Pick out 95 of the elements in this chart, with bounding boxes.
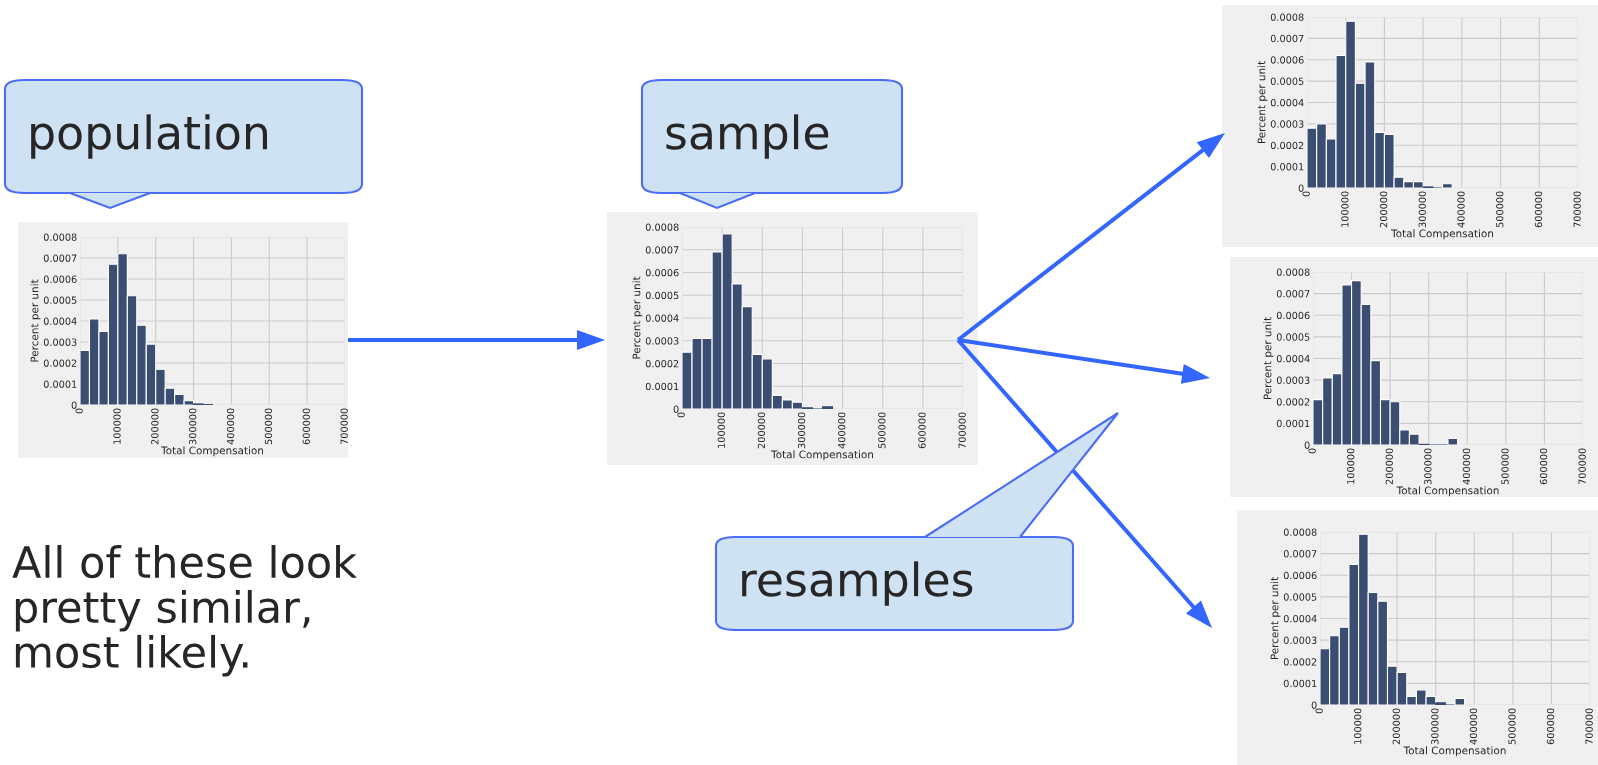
y-tick-label: 0.0007 [1270,34,1304,43]
text: population [31,114,267,159]
x-tick-label: 100000 [1341,191,1349,227]
y-tick-label: 0.0008 [1276,268,1310,276]
y-tick-label: 0 [71,401,77,409]
y-tick-label: 0.0004 [1283,614,1317,623]
x-tick-label: 200000 [151,408,159,445]
x-tick-label: 700000 [958,412,966,449]
y-tick-label: 0.0003 [1276,376,1310,384]
y-tick-label: 0.0008 [1283,528,1317,536]
y-tick-label: 0.0006 [1283,571,1317,580]
y-tick-label: 0.0006 [1270,56,1304,64]
y-tick-label: 0.0005 [1283,593,1317,601]
y-tick-label: 0 [1298,184,1304,192]
y-tick-label: 0.0001 [1283,679,1317,688]
y-tick-label: 0.0007 [1283,550,1317,558]
x-tick-label: 600000 [1534,191,1543,228]
y-axis-title: Percent per unit [632,276,643,359]
x-tick-label: 400000 [226,408,235,445]
y-axis-title: Percent per unit [1263,317,1274,400]
y-tick-label: 0.0003 [1270,120,1304,128]
y-tick-label: 0.0002 [1283,658,1317,666]
x-tick-label: 600000 [918,412,926,449]
y-tick-label: 0.0001 [1270,163,1304,171]
y-tick-label: 0.0007 [645,246,679,254]
text: sample [666,114,829,159]
x-tick-label: 500000 [1501,448,1509,485]
x-tick-label: 0 [75,408,83,414]
x-tick-label: 200000 [1392,708,1400,745]
x-tick-label: 500000 [1508,708,1516,745]
y-tick-label: 0.0006 [43,275,77,283]
y-tick-label: 0.0001 [43,380,77,388]
x-tick-label: 700000 [340,408,348,445]
x-axis-title: Total Compensation [1396,486,1499,497]
y-tick-label: 0.0006 [1276,311,1310,320]
x-tick-label: 600000 [1539,448,1548,485]
x-tick-label: 200000 [1385,448,1393,485]
y-tick-label: 0.0007 [43,254,77,262]
y-tick-label: 0.0003 [645,337,679,345]
x-tick-label: 300000 [1431,708,1439,745]
x-tick-label: 600000 [302,408,310,445]
x-tick-label: 500000 [1496,191,1504,228]
x-tick-label: 0 [1315,708,1323,714]
y-tick-label: 0.0001 [1276,419,1310,428]
y-tick-label: 0.0004 [1276,354,1310,363]
x-tick-label: 400000 [1462,448,1471,485]
y-tick-label: 0.0002 [1270,141,1304,150]
y-tick-label: 0.0002 [1276,398,1310,406]
y-tick-label: 0.0004 [1270,98,1304,107]
y-tick-label: 0.0004 [645,314,679,322]
y-axis-title: Percent per unit [30,279,41,362]
y-tick-label: 0.0006 [645,268,679,277]
x-tick-label: 500000 [264,408,273,445]
x-tick-label: 100000 [113,408,121,444]
y-tick-label: 0.0008 [1270,13,1304,21]
text: All of these look pretty similar, most likely. [12,545,357,677]
x-axis-title: Total Compensation [1391,229,1494,240]
y-tick-label: 0.0008 [645,223,679,231]
y-tick-label: 0.0003 [1283,636,1317,644]
y-tick-label: 0.0002 [645,359,679,368]
y-axis-title: Percent per unit [1270,577,1281,660]
y-axis-title: Percent per unit [1257,61,1268,144]
x-tick-label: 200000 [757,412,766,449]
y-tick-label: 0.0005 [645,291,679,300]
y-tick-label: 0 [1311,701,1317,709]
x-tick-label: 700000 [1585,708,1593,745]
x-tick-label: 500000 [878,412,886,449]
x-tick-label: 400000 [838,412,846,449]
x-tick-label: 100000 [1354,708,1362,744]
y-tick-label: 0.0002 [43,359,77,367]
x-tick-label: 100000 [1347,448,1355,484]
text: resamples [742,561,973,606]
x-axis-title: Total Compensation [1403,746,1506,757]
x-tick-label: 300000 [189,408,197,445]
x-axis-title: Total Compensation [161,446,264,457]
y-tick-label: 0.0005 [1270,77,1304,85]
x-tick-label: 400000 [1469,708,1478,745]
x-tick-label: 200000 [1379,191,1388,228]
x-tick-label: 400000 [1457,191,1465,228]
x-tick-label: 100000 [717,412,725,448]
x-tick-label: 700000 [1578,448,1586,485]
x-tick-label: 300000 [1418,191,1426,228]
y-tick-label: 0.0001 [645,382,679,391]
y-tick-label: 0.0003 [43,338,77,346]
x-tick-label: 300000 [797,412,806,449]
y-tick-label: 0.0004 [43,317,77,325]
y-tick-label: 0.0005 [1276,333,1310,341]
y-tick-label: 0.0007 [1276,290,1310,298]
x-tick-label: 300000 [1424,448,1432,485]
y-tick-label: 0.0005 [43,296,77,304]
x-tick-label: 0 [677,412,685,418]
x-axis-title: Total Compensation [771,450,874,461]
x-tick-label: 600000 [1546,708,1555,745]
y-tick-label: 0.0008 [43,233,77,241]
x-tick-label: 700000 [1573,191,1581,228]
